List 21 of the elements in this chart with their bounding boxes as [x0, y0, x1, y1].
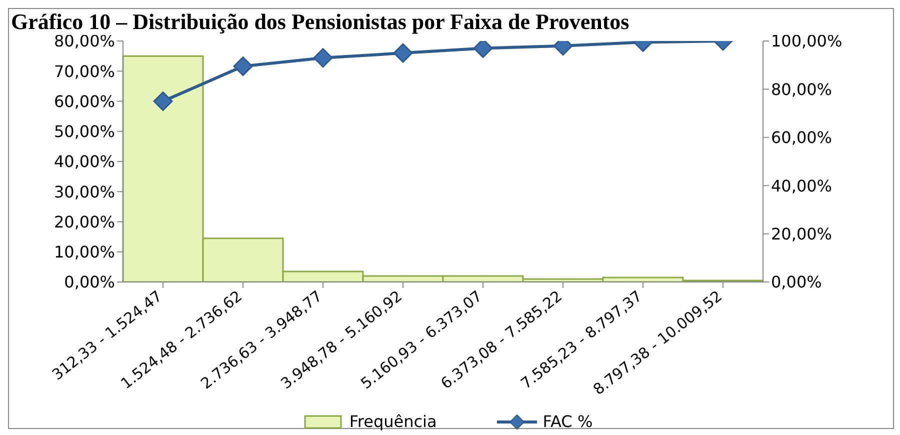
- legend-label: Frequência: [349, 412, 437, 431]
- y2-tick-label: 20,00%: [771, 224, 832, 244]
- point: [473, 41, 493, 58]
- y-tick-label: 30,00%: [54, 182, 115, 202]
- y2-tick-label: 40,00%: [771, 176, 832, 196]
- y-tick-label: 40,00%: [54, 152, 115, 172]
- y2-tick-label: 0,00%: [771, 272, 822, 292]
- y-tick-label: 20,00%: [54, 212, 115, 232]
- y2-tick-label: 60,00%: [771, 128, 832, 148]
- y-tick-label: 10,00%: [54, 242, 115, 262]
- y-tick-label: 70,00%: [54, 62, 115, 81]
- point: [153, 92, 173, 111]
- y-tick-label: 60,00%: [54, 92, 115, 111]
- point: [233, 56, 253, 76]
- point: [393, 43, 413, 63]
- y2-tick-label: 80,00%: [771, 80, 832, 99]
- legend-label: FAC %: [542, 412, 593, 431]
- y-tick-label: 0,00%: [64, 272, 115, 292]
- point: [313, 48, 333, 68]
- y2-tick-label: 100,00%: [771, 32, 842, 51]
- y-tick-label: 50,00%: [54, 122, 115, 142]
